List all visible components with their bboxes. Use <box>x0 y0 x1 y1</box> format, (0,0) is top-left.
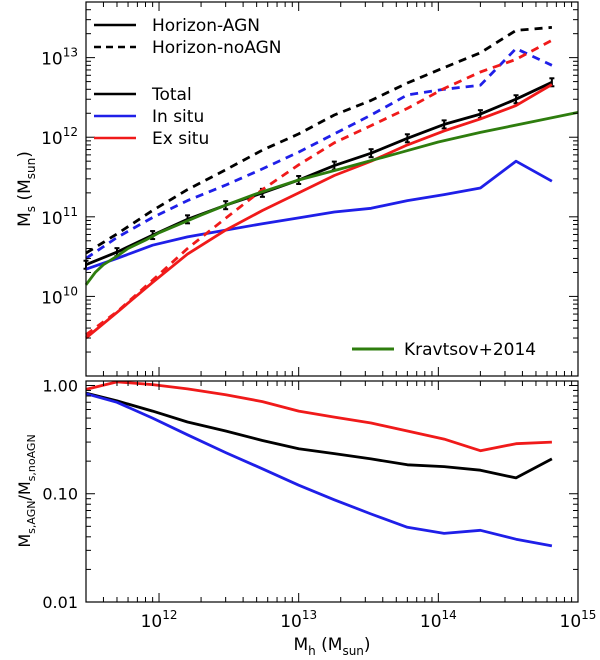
x-tick-label-0: 1012 <box>141 608 178 632</box>
top-errorbar-9 <box>404 133 410 144</box>
top-panel-frame <box>85 1 579 377</box>
bottom-y-tick-label-0: 1.00 <box>42 376 78 395</box>
legend-label-horizon-agn: Horizon-AGN <box>152 16 260 36</box>
legend-components: Total In situ Ex situ <box>94 85 209 149</box>
top-series-line-2 <box>85 83 553 340</box>
top-panel: 1010 1011 1012 1013 Ms (Msun) Horizon-AGN H… <box>15 1 579 377</box>
top-series-line-6 <box>84 111 579 286</box>
x-axis-label: Mh (Msun) <box>293 635 370 658</box>
bottom-panel-frame <box>85 380 579 603</box>
top-y-tick-label-3: 1013 <box>41 46 78 70</box>
top-y-tick-label-2: 1012 <box>41 125 78 149</box>
top-series-line-4 <box>85 47 553 260</box>
bottom-series-line-2 <box>85 392 553 548</box>
top-series-line-1 <box>85 159 553 271</box>
legend-label-kravtsov: Kravtsov+2014 <box>404 340 536 360</box>
bottom-series-group <box>85 380 553 548</box>
top-y-tick-label-0: 1010 <box>41 284 78 308</box>
legend-label-ex-situ: Ex situ <box>152 129 209 149</box>
bottom-series-line-1 <box>85 391 553 480</box>
legend-label-horizon-noagn: Horizon-noAGN <box>152 38 282 58</box>
legend-kravtsov: Kravtsov+2014 <box>352 340 536 360</box>
bottom-ticks-group: 1.00 0.10 0.01 1012 1013 1014 1015 <box>42 376 596 632</box>
bottom-panel: 1.00 0.10 0.01 1012 1013 1014 1015 Ms,AGN/Ms,n… <box>15 376 596 658</box>
top-errorbar-8 <box>368 148 374 159</box>
top-y-tick-label-1: 1011 <box>41 205 78 229</box>
bottom-y-tick-label-2: 0.01 <box>42 593 78 612</box>
legend-label-in-situ: In situ <box>152 107 204 127</box>
x-tick-label-2: 1014 <box>420 608 457 632</box>
bottom-series-line-0 <box>85 380 552 453</box>
top-series-line-3 <box>85 26 553 255</box>
legend-simulations: Horizon-AGN Horizon-noAGN <box>94 16 282 58</box>
bottom-y-tick-label-1: 0.10 <box>42 485 78 504</box>
top-ticks-group: 1010 1011 1012 1013 <box>41 1 578 377</box>
x-tick-label-3: 1015 <box>560 608 597 632</box>
bottom-y-axis-label: Ms,AGN/Ms,noAGN <box>15 434 38 547</box>
top-series-group <box>83 26 579 340</box>
top-errorbar-10 <box>441 119 447 130</box>
top-y-axis-label: Ms (Msun) <box>15 151 38 227</box>
x-tick-label-1: 1013 <box>280 608 317 632</box>
legend-label-total: Total <box>151 85 192 105</box>
